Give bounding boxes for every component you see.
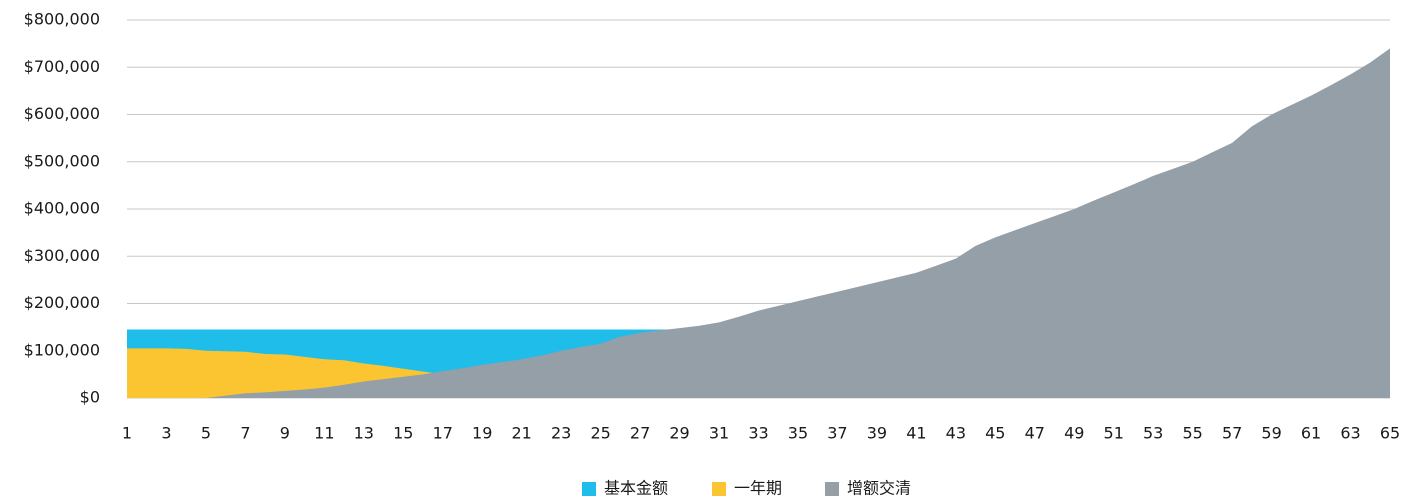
x-tick-label: 41 (906, 424, 926, 443)
x-tick-label: 55 (1182, 424, 1202, 443)
x-tick-label: 51 (1104, 424, 1124, 443)
x-tick-label: 33 (748, 424, 768, 443)
legend-swatch (825, 482, 839, 496)
x-tick-label: 13 (354, 424, 374, 443)
x-tick-label: 7 (240, 424, 250, 443)
x-tick-label: 11 (314, 424, 334, 443)
x-tick-label: 25 (590, 424, 610, 443)
x-tick-label: 29 (669, 424, 689, 443)
x-tick-label: 19 (472, 424, 492, 443)
legend-label: 一年期 (734, 479, 782, 498)
x-tick-label: 5 (201, 424, 211, 443)
y-tick-label: $500,000 (24, 151, 100, 170)
x-tick-label: 23 (551, 424, 571, 443)
legend-swatch (712, 482, 726, 496)
legend-label: 增额交清 (847, 479, 911, 498)
legend-label: 基本金额 (604, 479, 668, 498)
x-tick-label: 15 (393, 424, 413, 443)
y-tick-label: $0 (80, 388, 100, 407)
x-tick-label: 53 (1143, 424, 1163, 443)
legend-swatch (582, 482, 596, 496)
x-tick-label: 37 (827, 424, 847, 443)
area (127, 48, 1390, 398)
x-tick-label: 31 (709, 424, 729, 443)
y-tick-label: $100,000 (24, 340, 100, 359)
x-tick-label: 45 (985, 424, 1005, 443)
x-tick-label: 27 (630, 424, 650, 443)
x-tick-label: 43 (946, 424, 966, 443)
x-tick-label: 39 (867, 424, 887, 443)
x-tick-label: 47 (1025, 424, 1045, 443)
x-tick-label: 35 (788, 424, 808, 443)
x-tick-label: 3 (161, 424, 171, 443)
y-tick-label: $300,000 (24, 246, 100, 265)
x-tick-label: 57 (1222, 424, 1242, 443)
y-tick-label: $700,000 (24, 57, 100, 76)
x-tick-label: 9 (280, 424, 290, 443)
x-tick-label: 21 (512, 424, 532, 443)
x-tick-label: 59 (1261, 424, 1281, 443)
y-tick-label: $600,000 (24, 104, 100, 123)
y-tick-label: $800,000 (24, 10, 100, 29)
y-tick-label: $200,000 (24, 293, 100, 312)
x-tick-label: 65 (1380, 424, 1400, 443)
x-tick-label: 63 (1340, 424, 1360, 443)
x-tick-label: 17 (433, 424, 453, 443)
y-tick-label: $400,000 (24, 199, 100, 218)
x-tick-label: 61 (1301, 424, 1321, 443)
x-tick-label: 1 (122, 424, 132, 443)
x-tick-label: 49 (1064, 424, 1084, 443)
